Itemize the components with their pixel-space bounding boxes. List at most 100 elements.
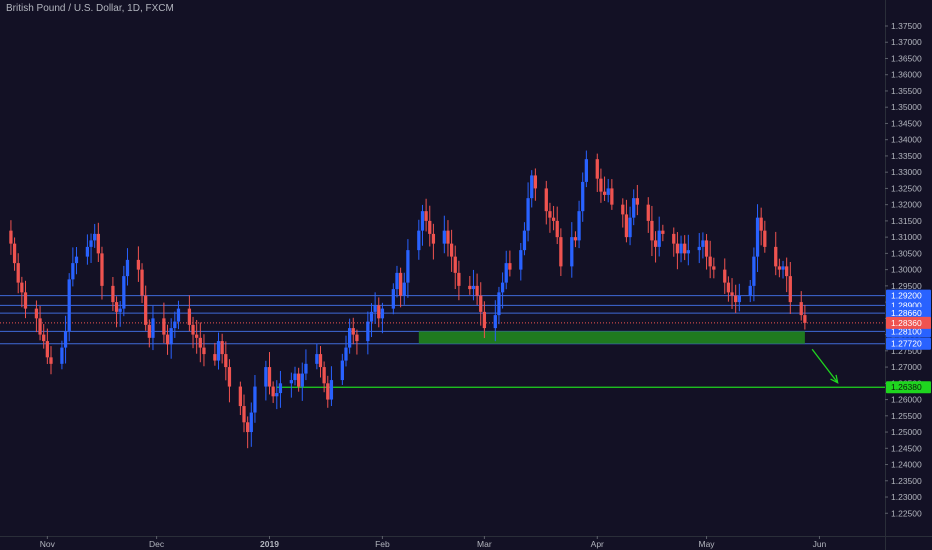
candle[interactable] [632, 189, 636, 226]
price-tag-last[interactable]: 1.28360 [886, 316, 931, 329]
candle[interactable] [151, 305, 155, 351]
candle[interactable] [475, 273, 479, 305]
candle[interactable] [508, 250, 512, 277]
candle[interactable] [242, 394, 246, 433]
candle[interactable] [672, 227, 676, 257]
candle[interactable] [351, 317, 355, 345]
demand-zone[interactable] [418, 331, 805, 344]
candle[interactable] [635, 184, 639, 216]
candle[interactable] [544, 180, 548, 225]
candle[interactable] [657, 216, 661, 257]
candle[interactable] [125, 248, 130, 286]
candle[interactable] [224, 341, 228, 381]
candle[interactable] [111, 276, 115, 311]
candle[interactable] [238, 381, 243, 416]
candle[interactable] [551, 205, 556, 231]
candle[interactable] [606, 178, 610, 203]
price-tag-line-0[interactable]: 1.29200 [886, 289, 931, 302]
candle[interactable] [763, 220, 767, 253]
candle[interactable] [216, 332, 221, 370]
candle[interactable] [799, 291, 803, 321]
candle[interactable] [683, 235, 687, 261]
candle[interactable] [198, 322, 202, 363]
candle[interactable] [213, 342, 217, 366]
candle[interactable] [173, 311, 177, 338]
candle[interactable] [504, 250, 508, 290]
candle[interactable] [297, 367, 301, 392]
candle[interactable] [253, 375, 257, 423]
candle[interactable] [803, 304, 807, 330]
candle[interactable] [300, 362, 304, 401]
candle[interactable] [548, 202, 552, 233]
candle[interactable] [675, 232, 680, 270]
candle[interactable] [85, 234, 90, 265]
candle[interactable] [453, 245, 457, 290]
candle[interactable] [708, 240, 712, 279]
candle[interactable] [176, 300, 181, 330]
candle[interactable] [610, 179, 614, 210]
candle[interactable] [49, 346, 53, 375]
candle[interactable] [395, 265, 399, 298]
candle[interactable] [60, 340, 64, 370]
candle[interactable] [628, 206, 632, 246]
candle[interactable] [340, 353, 344, 385]
candle[interactable] [140, 263, 144, 304]
candle[interactable] [697, 233, 701, 264]
candle[interactable] [785, 257, 789, 293]
candle[interactable] [428, 205, 432, 247]
candle[interactable] [734, 284, 738, 313]
candle[interactable] [380, 302, 385, 334]
price-tag-line-4[interactable]: 1.27720 [886, 337, 931, 350]
candle[interactable] [391, 283, 395, 315]
candle[interactable] [679, 235, 683, 263]
candle[interactable] [712, 257, 716, 279]
candle[interactable] [271, 381, 275, 403]
candle[interactable] [96, 222, 100, 263]
candle[interactable] [595, 153, 599, 192]
candle[interactable] [468, 275, 472, 295]
candle[interactable] [71, 247, 75, 287]
candle[interactable] [526, 182, 530, 242]
candle[interactable] [202, 334, 206, 367]
candle[interactable] [398, 267, 403, 308]
candle[interactable] [602, 176, 607, 201]
candle[interactable] [737, 283, 741, 312]
candle[interactable] [165, 324, 170, 355]
candle[interactable] [726, 276, 731, 302]
candle[interactable] [457, 260, 461, 301]
candle[interactable] [406, 239, 410, 298]
candle[interactable] [723, 258, 727, 294]
candle[interactable] [777, 258, 782, 278]
candle[interactable] [118, 301, 122, 327]
candle[interactable] [42, 324, 46, 349]
candle[interactable] [9, 220, 13, 255]
candle[interactable] [752, 247, 756, 302]
candle[interactable] [20, 276, 24, 308]
candle[interactable] [497, 286, 501, 325]
candle[interactable] [402, 272, 406, 305]
candle[interactable] [482, 301, 487, 339]
candle[interactable] [93, 223, 97, 248]
candle[interactable] [100, 246, 104, 300]
candle[interactable] [373, 292, 377, 324]
candle[interactable] [195, 319, 199, 354]
candle[interactable] [275, 380, 279, 410]
candle[interactable] [162, 302, 166, 344]
candle[interactable] [114, 296, 119, 328]
candle[interactable] [34, 300, 39, 333]
candle[interactable] [355, 329, 359, 355]
candle[interactable] [347, 318, 352, 354]
candle[interactable] [318, 346, 323, 378]
candle[interactable] [584, 150, 588, 188]
candle[interactable] [748, 280, 752, 303]
candle[interactable] [449, 229, 454, 272]
candle[interactable] [267, 352, 272, 395]
candle[interactable] [45, 328, 49, 365]
candle[interactable] [555, 206, 559, 245]
candle[interactable] [621, 198, 625, 228]
candle[interactable] [704, 234, 709, 270]
candle[interactable] [220, 333, 224, 364]
candle[interactable] [344, 335, 348, 367]
candle[interactable] [246, 416, 250, 449]
